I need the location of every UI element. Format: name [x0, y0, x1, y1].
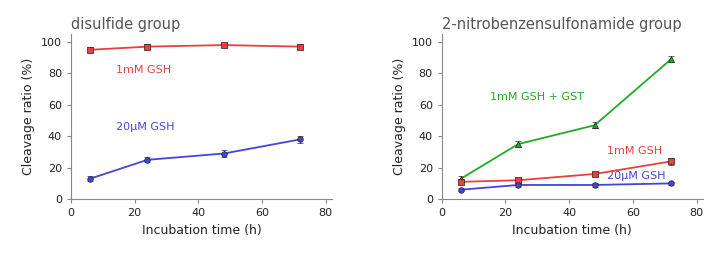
Text: 20μM GSH: 20μM GSH — [116, 122, 174, 132]
X-axis label: Incubation time (h): Incubation time (h) — [513, 224, 632, 237]
X-axis label: Incubation time (h): Incubation time (h) — [142, 224, 261, 237]
Text: 1mM GSH + GST: 1mM GSH + GST — [490, 92, 584, 102]
Text: 20μM GSH: 20μM GSH — [607, 171, 666, 181]
Text: disulfide group: disulfide group — [71, 17, 180, 31]
Text: 2-nitrobenzensulfonamide group: 2-nitrobenzensulfonamide group — [442, 17, 682, 31]
Text: 1mM GSH: 1mM GSH — [607, 145, 662, 156]
Y-axis label: Cleavage ratio (%): Cleavage ratio (%) — [393, 58, 406, 175]
Text: 1mM GSH: 1mM GSH — [116, 65, 170, 75]
Y-axis label: Cleavage ratio (%): Cleavage ratio (%) — [23, 58, 36, 175]
